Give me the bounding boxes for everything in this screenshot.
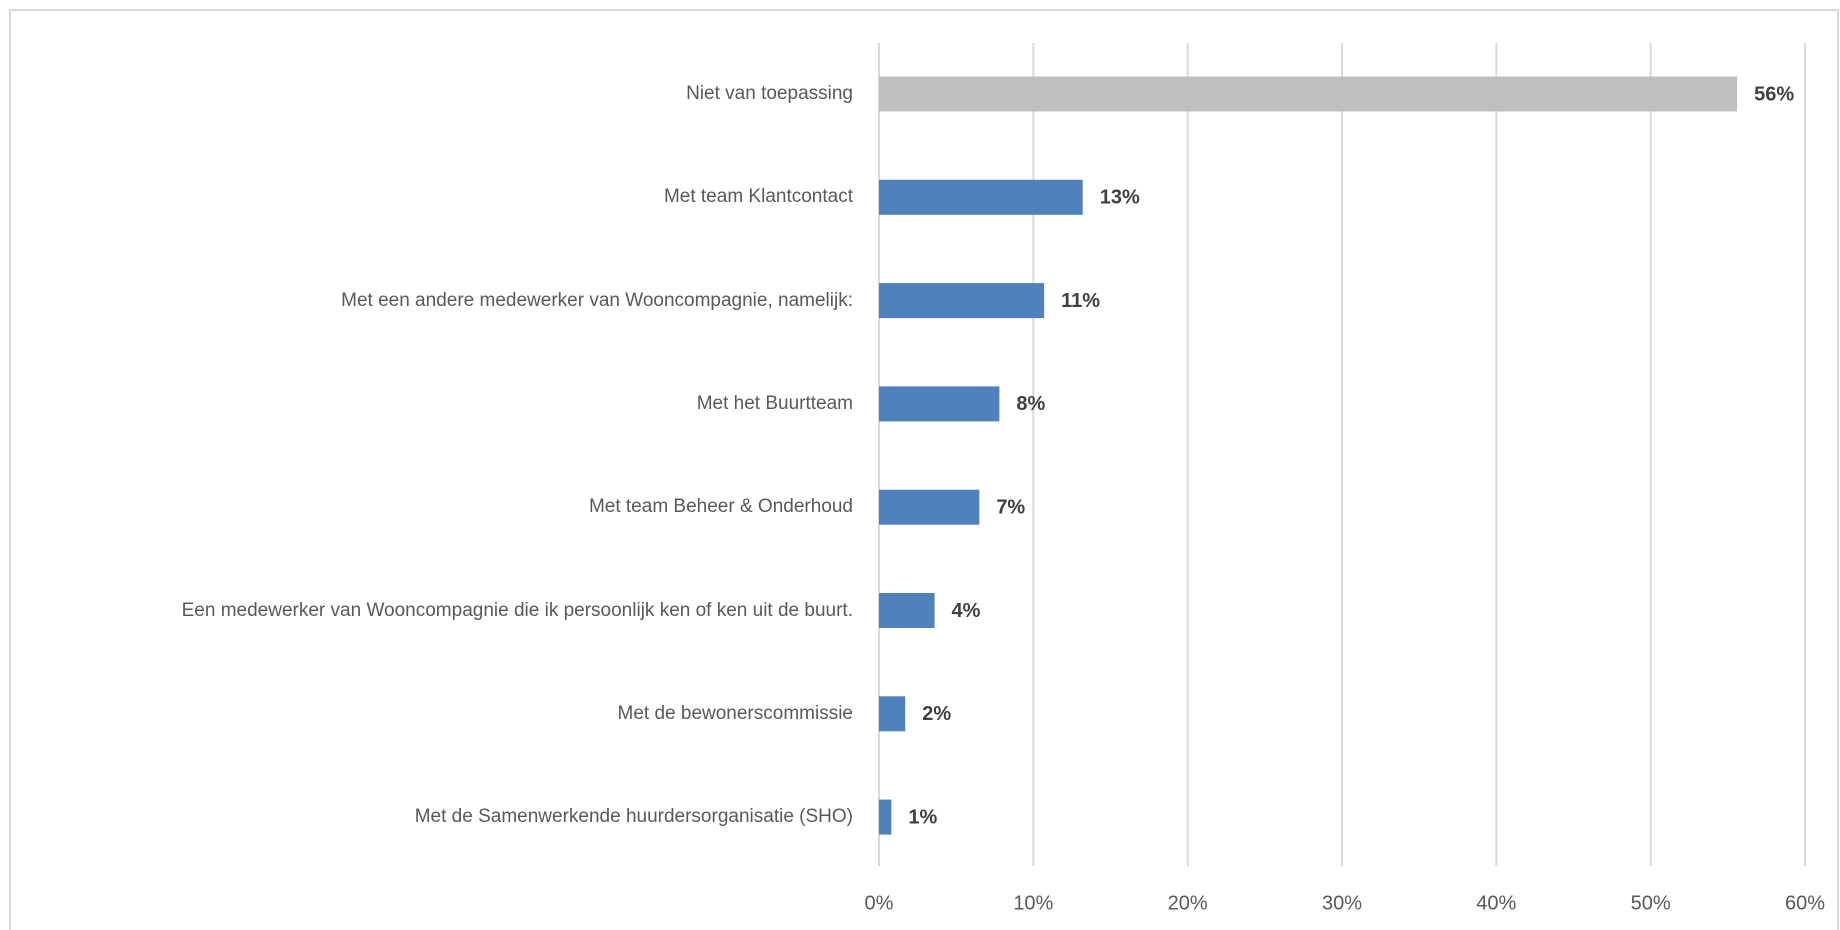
value-label: 8% [1016,393,1045,415]
bar [879,76,1738,112]
value-label: 1% [908,806,937,828]
x-tick-label: 10% [1013,892,1053,914]
category-label: Met team Beheer & Onderhoud [588,496,853,518]
category-label-box: Met een andere medewerker van Wooncompag… [13,288,853,314]
category-label: Met het Buurtteam [696,393,853,415]
category-label-box: Niet van toepassing [13,81,853,107]
x-tick-label: 30% [1322,892,1362,914]
chart-frame [9,9,1839,930]
category-label: Niet van toepassing [686,83,853,105]
bar [879,179,1083,215]
value-label: 4% [952,600,981,622]
category-label: Een medewerker van Wooncompagnie die ik … [181,599,853,621]
bar [879,386,1000,422]
x-tick-label: 40% [1476,892,1516,914]
category-label-box: Met de bewonerscommissie [13,701,853,727]
category-label: Met de bewonerscommissie [617,702,853,724]
x-tick-label: 0% [865,892,894,914]
category-label-box: Met team Klantcontact [13,184,853,210]
value-label: 7% [996,496,1025,518]
bar [879,799,892,835]
value-label: 11% [1061,290,1100,312]
x-tick-label: 50% [1631,892,1671,914]
x-tick-label: 60% [1785,892,1825,914]
category-label-box: Met team Beheer & Onderhoud [13,494,853,520]
bar [879,283,1045,319]
x-tick-label: 20% [1168,892,1208,914]
category-label-box: Met het Buurtteam [13,391,853,417]
bar [879,696,906,732]
category-label-box: Een medewerker van Wooncompagnie die ik … [13,598,853,624]
category-label: Met de Samenwerkende huurdersorganisatie… [414,806,853,828]
bar [879,593,935,628]
value-label: 13% [1100,187,1140,209]
bar [879,489,980,525]
category-label: Met een andere medewerker van Wooncompag… [341,289,853,311]
category-label-box: Met de Samenwerkende huurdersorganisatie… [13,804,853,830]
category-label: Met team Klantcontact [663,186,853,208]
value-label: 2% [922,703,951,725]
value-label: 56% [1754,83,1794,105]
